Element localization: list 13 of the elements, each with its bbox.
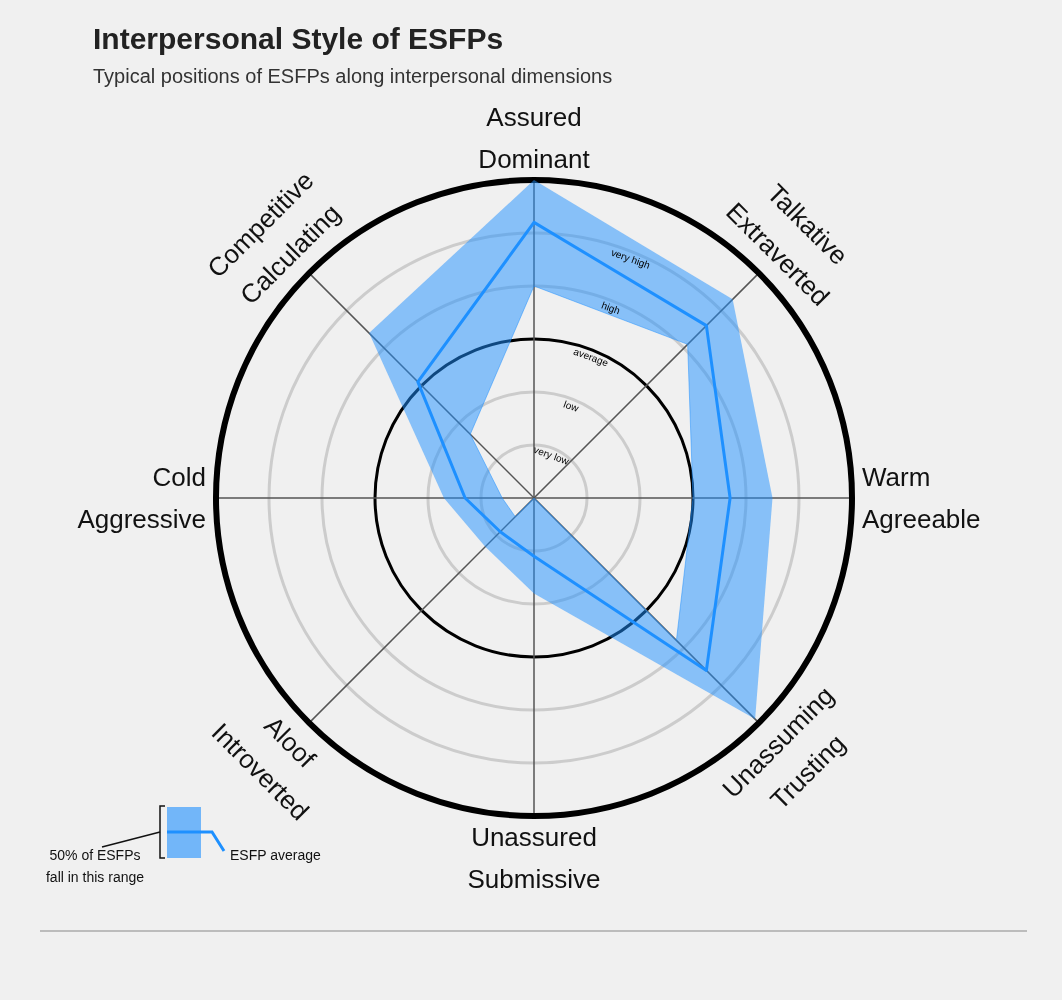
y-tick-label: low <box>562 398 581 415</box>
spoke-label: Cold Aggressive <box>77 462 206 534</box>
text: 50% of ESFPs fall in this range <box>45 847 145 885</box>
chart-title: Interpersonal Style of ESFPs <box>93 22 504 55</box>
text: ESFP average <box>230 847 322 863</box>
spoke-label: Assured Dominant <box>478 102 591 174</box>
y-tick-label: average <box>572 345 611 369</box>
y-tick-label: very high <box>609 246 652 271</box>
y-tick-label: very low <box>532 443 572 468</box>
spoke-label: Unassured Submissive <box>467 822 601 894</box>
chart-subtitle: Typical positions of ESFPs along interpersonal dimensions <box>93 65 613 87</box>
spoke-label: Warm Agreeable <box>862 462 981 534</box>
y-tick-label: high <box>600 299 622 317</box>
